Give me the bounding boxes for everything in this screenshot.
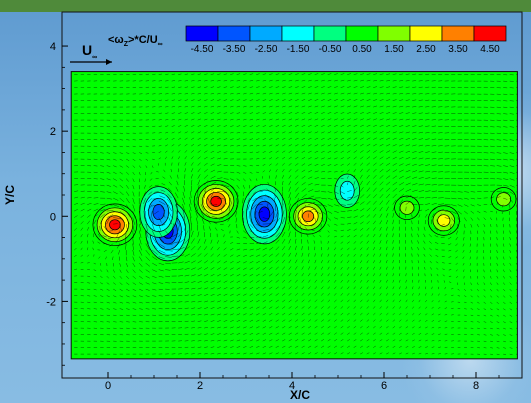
vortex-positive (394, 195, 420, 220)
x-tick-label: 8 (473, 380, 479, 392)
legend-swatch (249, 25, 283, 42)
x-axis-label: X/C (290, 388, 310, 402)
y-tick-label: -2 (46, 296, 56, 308)
legend-title: <ωZ>*C/U∞ (108, 34, 163, 48)
legend-swatch (185, 25, 219, 42)
vortex-contour (210, 195, 222, 207)
legend-level-label: 4.50 (480, 44, 500, 55)
legend-level-label: -3.50 (223, 44, 246, 55)
x-tick-label: 2 (197, 380, 203, 392)
vortex-negative (334, 173, 360, 208)
vortex-positive (193, 180, 239, 223)
vortex-positive (490, 187, 517, 212)
legend-swatch (313, 25, 347, 42)
legend-swatch (409, 25, 443, 42)
legend-labels: -4.50 -3.50 -2.50 -1.50 -0.50 0.50 1.50 2.50 3.5… (191, 44, 501, 55)
vortex-contour (437, 214, 451, 227)
legend-swatches (185, 25, 507, 42)
legend-level-label: -1.50 (287, 44, 310, 55)
legend-level-label: -0.50 (319, 44, 342, 55)
y-axis-ticks: 4 2 0 -2 (46, 41, 68, 366)
y-tick-label: 4 (50, 41, 56, 53)
vortex-contour (496, 192, 511, 207)
freestream-indicator: U∞ (70, 42, 112, 65)
y-tick-label: 2 (50, 126, 56, 138)
vortex-contour (399, 200, 415, 215)
legend-level-label: 0.50 (352, 44, 372, 55)
freestream-label: U∞ (82, 42, 97, 61)
x-tick-label: 4 (289, 380, 295, 392)
legend-level-label: -2.50 (255, 44, 278, 55)
legend: <ωZ>*C/U∞ -4.50 -3.50 -2.50 -1.50 -0.50 0.50 1… (108, 25, 507, 55)
vortex-contour (109, 219, 121, 231)
y-axis-label: Y/C (3, 185, 17, 205)
x-tick-label: 6 (381, 380, 387, 392)
vortex-contour (152, 204, 165, 221)
x-tick-label: 0 (105, 380, 111, 392)
vector-field (74, 73, 518, 356)
vortex-positive (427, 205, 460, 236)
legend-swatch (377, 25, 411, 42)
legend-level-label: 2.50 (416, 44, 436, 55)
vortex-negative (139, 186, 178, 238)
velocity-vectors (74, 73, 518, 356)
legend-swatch (345, 25, 379, 42)
vortex-positive (92, 203, 138, 247)
x-axis-ticks: 0 2 4 6 8 (105, 372, 500, 392)
y-tick-label: 0 (50, 211, 56, 223)
legend-level-label: 1.50 (384, 44, 404, 55)
legend-level-label: -4.50 (191, 44, 214, 55)
legend-swatch (281, 25, 315, 42)
legend-level-label: 3.50 (448, 44, 468, 55)
legend-swatch (473, 25, 507, 42)
legend-swatch (217, 25, 251, 42)
vortex-contour (258, 206, 271, 222)
legend-swatch (441, 25, 475, 42)
freestream-arrow-head (106, 59, 112, 65)
